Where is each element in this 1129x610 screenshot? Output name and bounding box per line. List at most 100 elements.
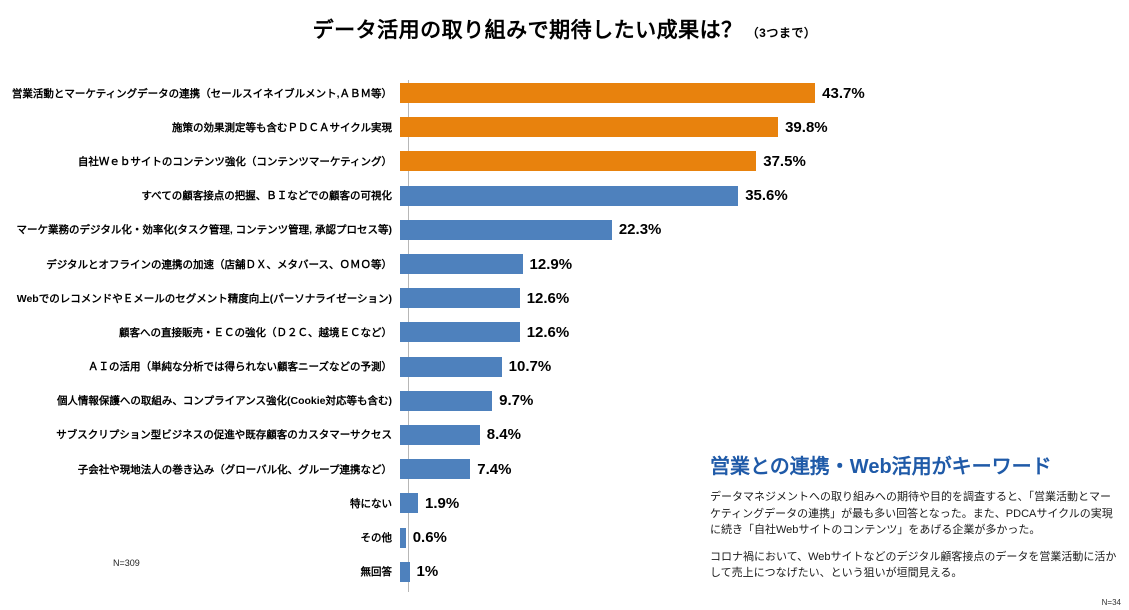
bar-area: 1.9% <box>400 486 459 520</box>
bar <box>400 459 471 480</box>
category-label-text: デジタルとオフラインの連携の加速（店舗ＤＸ、メタバース、ＯＭＯ等） <box>46 258 392 271</box>
value-label: 22.3% <box>618 221 662 239</box>
bar <box>400 83 816 104</box>
category-label-text: 子会社や現地法人の巻き込み（グローバル化、グループ連携など） <box>77 463 392 476</box>
value-label: 0.6% <box>412 529 447 547</box>
category-label: 個人情報保護への取組み、コンプライアンス強化(Cookie対応等も含む) <box>0 393 400 408</box>
category-label-text: 特にない <box>350 497 392 510</box>
chart-row: 営業活動とマーケティングデータの連携（セールスイネイブルメント,ＡＢＭ等） 43.… <box>0 76 1129 110</box>
annotation-paragraph-2: コロナ禍において、Webサイトなどのデジタル顧客接点のデータを営業活動に活かして… <box>710 550 1117 580</box>
category-label: 子会社や現地法人の巻き込み（グローバル化、グループ連携など） <box>0 462 400 477</box>
chart-row: 特にない 1.9% <box>0 486 1129 520</box>
value-label: 1.9% <box>425 494 460 512</box>
category-label-text: サブスクリプション型ビジネスの促進や既存顧客のカスタマーサクセス <box>56 429 392 442</box>
bar <box>400 424 480 445</box>
bar-area: 7.4% <box>400 452 512 486</box>
category-label: ＡＩの活用（単純な分析では得られない顧客ニーズなどの予測） <box>0 359 400 374</box>
category-label-text: 無回答 <box>360 566 393 579</box>
chart-row: その他 0.6% <box>0 520 1129 554</box>
category-label: 顧客への直接販売・ＥＣの強化（Ｄ２Ｃ、越境ＥＣなど） <box>0 325 400 340</box>
bar <box>400 219 612 240</box>
bar-chart: 営業活動とマーケティングデータの連携（セールスイネイブルメント,ＡＢＭ等） 43.… <box>0 76 1129 596</box>
bar <box>400 254 523 275</box>
bar <box>400 322 520 343</box>
chart-row: WebでのレコメンドやＥメールのセグメント精度向上(パーソナライゼーション) 12… <box>0 281 1129 315</box>
chart-row: 施策の効果測定等も含むＰＤＣＡサイクル実現 39.8% <box>0 110 1129 144</box>
bar <box>400 390 493 411</box>
bar-area: 37.5% <box>400 144 806 178</box>
category-label: 施策の効果測定等も含むＰＤＣＡサイクル実現 <box>0 120 400 135</box>
bar-area: 22.3% <box>400 213 661 247</box>
value-label: 12.6% <box>526 323 570 341</box>
bar-area: 12.6% <box>400 315 569 349</box>
chart-row: 無回答 1% <box>0 555 1129 589</box>
category-label: すべての顧客接点の把握、ＢＩなどでの顧客の可視化 <box>0 188 400 203</box>
bar <box>400 527 406 548</box>
chart-row: すべての顧客接点の把握、ＢＩなどでの顧客の可視化 35.6% <box>0 179 1129 213</box>
sample-size-note: N=309 <box>113 558 140 568</box>
category-label-text: マーケ業務のデジタル化・効率化(タスク管理, コンテンツ管理, 承認プロセス等) <box>16 224 392 237</box>
category-label: WebでのレコメンドやＥメールのセグメント精度向上(パーソナライゼーション) <box>0 291 400 306</box>
category-label: サブスクリプション型ビジネスの促進や既存顧客のカスタマーサクセス <box>0 427 400 442</box>
value-label: 9.7% <box>499 392 534 410</box>
value-label: 8.4% <box>486 426 521 444</box>
category-label-text: すべての顧客接点の把握、ＢＩなどでの顧客の可視化 <box>141 190 392 203</box>
chart-row: 個人情報保護への取組み、コンプライアンス強化(Cookie対応等も含む) 9.7% <box>0 384 1129 418</box>
category-label: 自社Ｗｅｂサイトのコンテンツ強化（コンテンツマーケティング） <box>0 154 400 169</box>
value-label: 37.5% <box>763 152 806 170</box>
category-label-text: その他 <box>360 532 393 545</box>
chart-row: デジタルとオフラインの連携の加速（店舗ＤＸ、メタバース、ＯＭＯ等） 12.9% <box>0 247 1129 281</box>
category-label-text: ＡＩの活用（単純な分析では得られない顧客ニーズなどの予測） <box>88 361 392 374</box>
category-label: マーケ業務のデジタル化・効率化(タスク管理, コンテンツ管理, 承認プロセス等) <box>0 222 400 237</box>
chart-row: 自社Ｗｅｂサイトのコンテンツ強化（コンテンツマーケティング） 37.5% <box>0 144 1129 178</box>
bar <box>400 185 739 206</box>
bar <box>400 356 502 377</box>
category-label-text: 営業活動とマーケティングデータの連携（セールスイネイブルメント,ＡＢＭ等） <box>11 87 392 100</box>
value-label: 12.9% <box>529 255 573 273</box>
category-label: デジタルとオフラインの連携の加速（店舗ＤＸ、メタバース、ＯＭＯ等） <box>0 257 400 272</box>
bar-area: 43.7% <box>400 76 865 110</box>
annotation-heading: 営業との連携・Web活用がキーワード <box>710 456 1052 478</box>
value-label: 43.7% <box>822 84 865 102</box>
value-label: 1% <box>416 563 439 581</box>
value-label: 39.8% <box>785 118 828 136</box>
chart-row: 顧客への直接販売・ＥＣの強化（Ｄ２Ｃ、越境ＥＣなど） 12.6% <box>0 315 1129 349</box>
bar <box>400 561 410 582</box>
value-label: 35.6% <box>745 187 788 205</box>
chart-row: ＡＩの活用（単純な分析では得られない顧客ニーズなどの予測） 10.7% <box>0 350 1129 384</box>
chart-title-suffix: （3つまで） <box>746 26 817 40</box>
category-label: 無回答 <box>0 564 400 579</box>
bar <box>400 117 779 138</box>
value-label: 7.4% <box>477 460 512 478</box>
bar-area: 8.4% <box>400 418 521 452</box>
annotation-panel: 営業との連携・Web活用がキーワード データマネジメントへの取り組みへの期待や目… <box>710 450 1118 592</box>
bar-area: 12.6% <box>400 281 569 315</box>
bar <box>400 288 520 309</box>
category-label-text: 顧客への直接販売・ＥＣの強化（Ｄ２Ｃ、越境ＥＣなど） <box>119 326 392 339</box>
chart-row: 子会社や現地法人の巻き込み（グローバル化、グループ連携など） 7.4% <box>0 452 1129 486</box>
chart-rows: 営業活動とマーケティングデータの連携（セールスイネイブルメント,ＡＢＭ等） 43.… <box>0 76 1129 589</box>
category-label-text: 自社Ｗｅｂサイトのコンテンツ強化（コンテンツマーケティング） <box>77 155 392 168</box>
chart-title: データ活用の取り組みで期待したい成果は？ （3つまで） <box>0 14 1129 44</box>
value-label: 10.7% <box>508 358 552 376</box>
category-label: 営業活動とマーケティングデータの連携（セールスイネイブルメント,ＡＢＭ等） <box>0 86 400 101</box>
category-label: その他 <box>0 530 400 545</box>
chart-row: サブスクリプション型ビジネスの促進や既存顧客のカスタマーサクセス 8.4% <box>0 418 1129 452</box>
bar-area: 9.7% <box>400 384 533 418</box>
bar <box>400 493 419 514</box>
category-label: 特にない <box>0 496 400 511</box>
bar-area: 12.9% <box>400 247 572 281</box>
bar-area: 10.7% <box>400 350 551 384</box>
bar-area: 0.6% <box>400 520 447 554</box>
category-label-text: 施策の効果測定等も含むＰＤＣＡサイクル実現 <box>172 121 392 134</box>
chart-title-text: データ活用の取り組みで期待したい成果は？ <box>312 19 743 42</box>
value-label: 12.6% <box>526 289 570 307</box>
corner-note: N=34 <box>1101 598 1121 607</box>
chart-row: マーケ業務のデジタル化・効率化(タスク管理, コンテンツ管理, 承認プロセス等)… <box>0 213 1129 247</box>
bar <box>400 151 757 172</box>
category-label-text: 個人情報保護への取組み、コンプライアンス強化(Cookie対応等も含む) <box>56 395 392 408</box>
bar-area: 1% <box>400 555 438 589</box>
annotation-paragraph-1: データマネジメントへの取り組みへの期待や目的を調査すると、「営業活動とマーケティ… <box>710 491 1113 536</box>
bar-area: 35.6% <box>400 179 788 213</box>
bar-area: 39.8% <box>400 110 828 144</box>
